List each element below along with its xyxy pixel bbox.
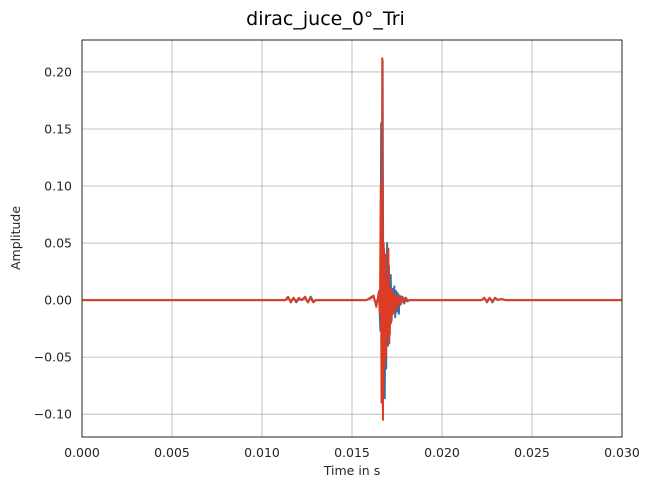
y-tick-label: −0.10 [34, 407, 72, 422]
chart-title: dirac_juce_0°_Tri [246, 8, 405, 30]
y-axis-ticks: −0.10 −0.05 0.00 0.05 0.10 0.15 0.20 [34, 64, 72, 421]
plot-frame [81, 39, 623, 438]
y-tick-label: 0.00 [44, 293, 72, 308]
series-line-2 [82, 57, 622, 421]
x-tick-label: 0.025 [514, 445, 550, 460]
y-tick-label: 0.05 [44, 236, 72, 251]
y-tick-label: 0.20 [44, 64, 72, 79]
x-axis-label: Time in s [323, 463, 380, 478]
y-tick-label: 0.15 [44, 121, 72, 136]
x-tick-label: 0.010 [244, 445, 280, 460]
y-tick-label: −0.05 [34, 350, 72, 365]
x-tick-label: 0.015 [334, 445, 370, 460]
x-tick-label: 0.020 [424, 445, 460, 460]
x-tick-label: 0.000 [64, 445, 100, 460]
x-tick-label: 0.030 [604, 445, 640, 460]
plot-series [82, 57, 622, 421]
grid [81, 40, 623, 437]
x-axis-ticks: 0.000 0.005 0.010 0.015 0.020 0.025 0.030 [64, 445, 640, 460]
y-tick-label: 0.10 [44, 179, 72, 194]
y-axis-label: Amplitude [8, 206, 23, 270]
x-tick-label: 0.005 [154, 445, 190, 460]
